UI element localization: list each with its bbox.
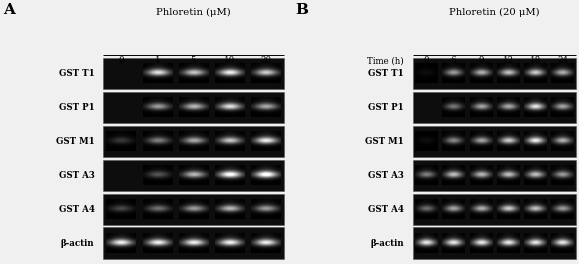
Text: 18: 18 [530,56,541,65]
Bar [103,160,284,191]
Bar [413,228,576,259]
Text: 12: 12 [503,56,514,65]
Text: 0: 0 [119,56,124,65]
Text: β-actin: β-actin [61,239,94,248]
Text: GST T1: GST T1 [368,69,404,78]
Text: GST P1: GST P1 [368,103,404,112]
Bar [413,58,576,89]
Text: 10: 10 [224,56,235,65]
Text: β-actin: β-actin [371,239,404,248]
Text: GST T1: GST T1 [59,69,94,78]
Text: GST A4: GST A4 [368,205,404,214]
Bar [103,194,284,225]
Text: 20: 20 [260,56,271,65]
Bar [413,92,576,123]
Text: GST M1: GST M1 [56,137,94,146]
Text: 24: 24 [557,56,568,65]
Text: A: A [3,3,14,17]
Bar [413,194,576,225]
Text: GST A4: GST A4 [58,205,94,214]
Text: 0: 0 [424,56,429,65]
Text: 5: 5 [190,56,196,65]
Text: Phloretin (20 μM): Phloretin (20 μM) [449,8,540,17]
Text: GST A3: GST A3 [368,171,404,180]
Text: 1: 1 [155,56,160,65]
Text: GST A3: GST A3 [58,171,94,180]
Text: Phloretin (μM): Phloretin (μM) [156,8,231,17]
Text: B: B [295,3,308,17]
Text: GST M1: GST M1 [365,137,404,146]
Bar [103,228,284,259]
Bar [413,126,576,157]
Bar [103,92,284,123]
Text: GST P1: GST P1 [59,103,94,112]
Text: Time (h): Time (h) [368,56,404,65]
Bar [103,126,284,157]
Text: 6: 6 [451,56,456,65]
Text: 9: 9 [478,56,483,65]
Bar [103,58,284,89]
Bar [413,160,576,191]
